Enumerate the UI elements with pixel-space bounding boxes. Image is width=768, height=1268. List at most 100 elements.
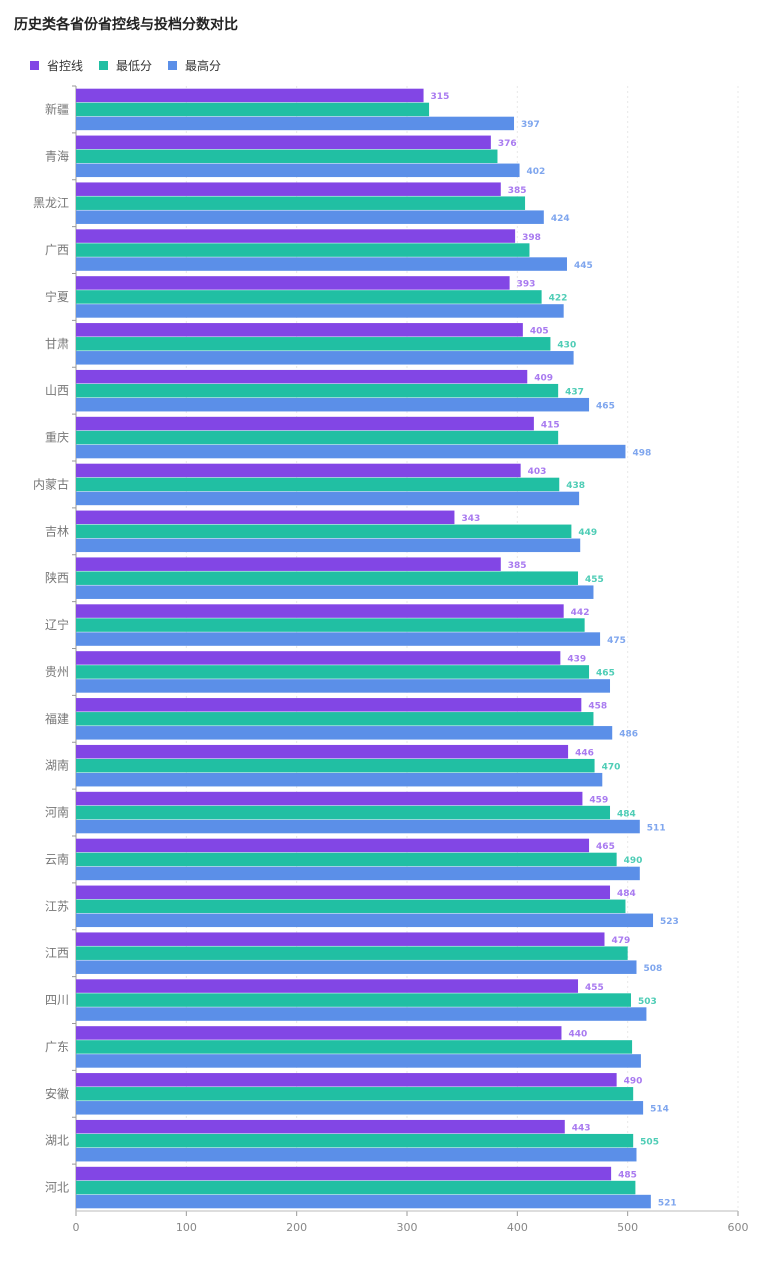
- bar: [76, 557, 501, 571]
- bar: [76, 116, 515, 131]
- data-label: 438: [566, 481, 585, 491]
- legend-label-min-score: 最低分: [116, 59, 153, 73]
- bar: [76, 838, 590, 853]
- legend-swatch-max-score: [168, 61, 178, 70]
- bar: [76, 758, 595, 773]
- data-label: 440: [568, 1030, 587, 1040]
- y-category-label: 江西: [45, 946, 69, 960]
- bar: [76, 1166, 612, 1181]
- y-category-label: 重庆: [45, 431, 69, 445]
- data-label: 376: [498, 139, 517, 149]
- data-label: 484: [617, 809, 636, 819]
- bar: [76, 538, 581, 553]
- bar: [76, 397, 590, 412]
- y-category-label: 福建: [45, 711, 69, 726]
- data-label: 503: [638, 997, 657, 1007]
- legend-swatch-province-line: [30, 61, 39, 70]
- data-label: 437: [565, 387, 584, 397]
- bar: [76, 276, 510, 290]
- bar: [76, 257, 567, 271]
- y-category-label: 辽宁: [45, 617, 69, 632]
- data-label: 439: [567, 655, 586, 665]
- bar: [76, 1054, 641, 1068]
- bar: [76, 772, 603, 787]
- bar: [76, 1073, 617, 1087]
- data-label: 409: [534, 373, 553, 383]
- bar: [76, 182, 501, 196]
- data-label: 485: [618, 1170, 637, 1180]
- data-label: 442: [571, 608, 590, 618]
- data-label: 484: [617, 889, 636, 899]
- x-tick-label: 100: [176, 1221, 197, 1234]
- bar: [76, 463, 521, 478]
- data-label: 458: [588, 702, 607, 712]
- bar: [76, 1026, 562, 1040]
- data-label: 385: [508, 186, 527, 196]
- y-category-label: 云南: [45, 851, 69, 866]
- y-category-label: 湖北: [45, 1133, 69, 1148]
- data-label: 446: [575, 748, 594, 758]
- data-label: 343: [461, 514, 480, 524]
- legend-item-province-line[interactable]: 省控线: [30, 57, 83, 74]
- data-label: 385: [508, 561, 527, 571]
- data-label: 475: [607, 636, 626, 646]
- bar: [76, 1007, 647, 1021]
- y-category-label: 湖南: [45, 758, 69, 773]
- y-category-label: 广东: [45, 1040, 69, 1054]
- bar: [76, 791, 583, 806]
- y-category-label: 吉林: [45, 524, 69, 538]
- legend-item-min-score[interactable]: 最低分: [99, 57, 152, 74]
- data-label: 514: [650, 1105, 669, 1115]
- bar: [76, 585, 594, 599]
- bar: [76, 1194, 651, 1209]
- bar: [76, 1087, 634, 1101]
- y-category-label: 陕西: [45, 570, 69, 585]
- data-label: 405: [530, 327, 549, 337]
- bar: [76, 866, 640, 881]
- x-tick-label: 500: [617, 1221, 638, 1234]
- data-label: 398: [522, 233, 541, 243]
- y-category-label: 江苏: [45, 899, 69, 913]
- legend-item-max-score[interactable]: 最高分: [168, 57, 221, 74]
- y-category-label: 贵州: [45, 665, 69, 679]
- bar: [76, 805, 611, 820]
- y-category-label: 新疆: [45, 101, 69, 116]
- bar: [76, 477, 560, 492]
- bar: [76, 88, 424, 103]
- bar: [76, 979, 579, 993]
- bar: [76, 323, 523, 337]
- bar: [76, 632, 601, 646]
- data-label: 465: [596, 842, 615, 852]
- bar: [76, 524, 572, 539]
- bar: [76, 712, 594, 726]
- data-label: 449: [578, 528, 597, 538]
- data-label: 508: [643, 964, 662, 974]
- data-label: 415: [541, 420, 560, 430]
- y-category-label: 四川: [45, 993, 69, 1007]
- bar: [76, 135, 491, 150]
- bar: [76, 604, 564, 618]
- data-label: 422: [549, 294, 568, 304]
- bar: [76, 1119, 565, 1134]
- bar: [76, 698, 582, 712]
- bar: [76, 290, 542, 304]
- x-tick-label: 400: [507, 1221, 528, 1234]
- bar: [76, 665, 590, 679]
- x-tick-label: 0: [73, 1221, 80, 1234]
- bar: [76, 430, 559, 445]
- x-tick-label: 600: [728, 1221, 749, 1234]
- data-label: 393: [517, 280, 536, 290]
- bar: [76, 416, 534, 431]
- data-label: 521: [658, 1198, 677, 1208]
- bar: [76, 651, 561, 665]
- bar: [76, 444, 626, 459]
- bar: [76, 852, 617, 867]
- data-label: 459: [589, 795, 608, 805]
- bar: [76, 913, 654, 928]
- bar: [76, 618, 585, 632]
- bar: [76, 243, 530, 257]
- bar: [76, 304, 564, 318]
- y-category-label: 广西: [45, 243, 69, 257]
- y-category-label: 宁夏: [45, 289, 69, 304]
